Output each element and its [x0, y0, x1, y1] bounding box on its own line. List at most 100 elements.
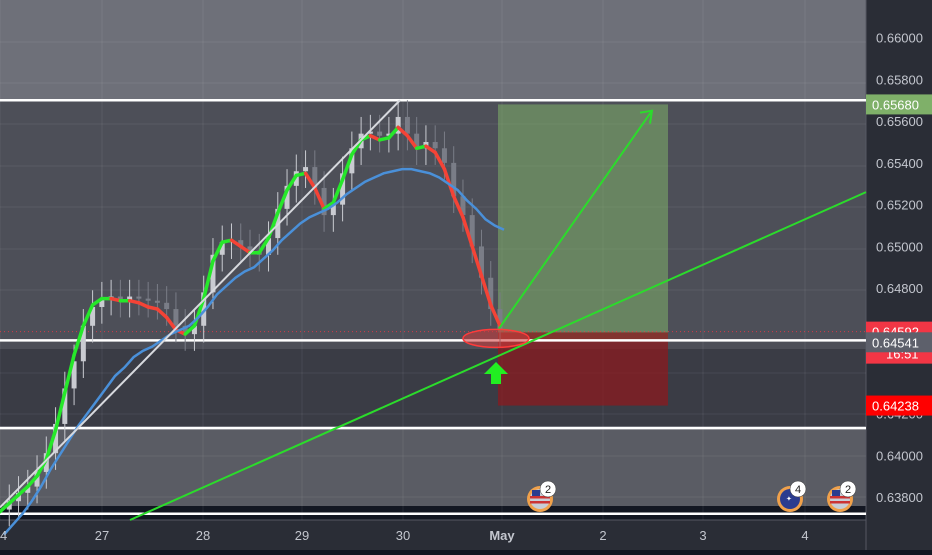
time-tick-label: May [489, 528, 515, 543]
price-badge-label: 0.64541 [872, 335, 919, 350]
fast-ma-segment [7, 493, 21, 506]
fast-ma-segment [63, 353, 76, 395]
price-axis-panel [866, 0, 932, 550]
event-marker[interactable]: ✦4 [777, 480, 807, 512]
fast-ma-segment [470, 244, 484, 278]
fast-ma-segment [303, 171, 317, 190]
time-tick-label: 29 [295, 528, 309, 543]
fast-ma-segment [396, 125, 410, 138]
fast-ma-segment [405, 133, 419, 151]
candle-body [71, 361, 77, 389]
flag-stripe [530, 501, 550, 504]
fast-ma-segment [479, 273, 493, 307]
time-axis: 24 27 28 29 30 May 2 3 4 [0, 528, 809, 543]
fast-ma-segment [164, 315, 178, 332]
fast-ma-segment [313, 186, 326, 211]
candle-body [238, 240, 244, 247]
fast-ma-segment [229, 238, 243, 249]
time-tick-label: 4 [801, 528, 808, 543]
grid [0, 0, 866, 520]
fast-ma-segment [331, 177, 345, 205]
candle-body [210, 254, 216, 293]
slow-ma-line [3, 167, 505, 536]
fast-ma-segment [53, 390, 67, 432]
candle-body [247, 246, 253, 251]
flag-canton [532, 490, 540, 496]
fast-ma-segment [183, 324, 197, 336]
event-marker[interactable]: 2 [527, 480, 557, 512]
price-tick-label: 0.65600 [876, 114, 923, 129]
candle-body [441, 148, 447, 163]
price-tick-label: 0.65800 [876, 72, 923, 87]
candle-body [404, 116, 410, 134]
candle-body [284, 185, 290, 209]
event-markers[interactable]: 2 ✦4 2 [527, 480, 857, 512]
price-tick-label: 0.64000 [876, 448, 923, 463]
event-count: 4 [795, 484, 801, 496]
candle-body [173, 309, 179, 326]
price-badge-bg [866, 94, 932, 115]
candle-body [127, 296, 133, 301]
time-tick-label: 27 [95, 528, 109, 543]
fast-ma-segment [257, 236, 271, 255]
zone-upper [0, 0, 866, 101]
event-count: 2 [545, 484, 551, 496]
candle-body [330, 204, 336, 216]
candle-body [219, 242, 225, 255]
candle-body [62, 388, 68, 424]
price-series [6, 100, 503, 527]
price-badge: 0.65680 [866, 94, 932, 115]
candle-body [469, 215, 475, 247]
candle-body [414, 133, 420, 149]
up-arrow-icon [484, 362, 508, 384]
candle-body [136, 296, 142, 299]
candle-body [478, 246, 484, 278]
candle-body [386, 133, 392, 136]
fast-ma-segment [461, 215, 474, 249]
time-tick-label: 3 [699, 528, 706, 543]
candle-body [432, 142, 438, 149]
trendlines [0, 99, 867, 521]
price-badge: 0.64238 [866, 395, 932, 416]
trade-position [498, 104, 668, 406]
target-arrowhead [639, 109, 654, 124]
fast-ma-segment [451, 194, 465, 219]
candle-body [80, 325, 86, 362]
candle-body [266, 238, 272, 255]
candle-body [53, 423, 59, 454]
fast-ma-segment [0, 501, 12, 514]
price-badge-bg [866, 395, 932, 416]
event-marker[interactable]: 2 [827, 480, 857, 512]
event-count-bubble [789, 480, 807, 498]
event-count-bubble [539, 480, 557, 498]
take-profit-zone [498, 104, 668, 341]
price-tick-label: 0.64800 [876, 281, 923, 296]
fast-ma-segment [155, 307, 169, 320]
flag-stripe [830, 501, 850, 504]
candle-body [201, 292, 207, 326]
fast-ma-segment [322, 200, 336, 211]
candle-body [191, 325, 197, 335]
candle-body [349, 148, 355, 174]
price-badge-label: 0.64238 [872, 399, 919, 414]
fast-ma-segment [285, 173, 299, 192]
zone-bottom [0, 426, 866, 506]
candle-body [303, 167, 309, 172]
fast-ma-segment [90, 296, 104, 307]
entry-markers [462, 328, 530, 384]
fast-ma-segment [387, 125, 400, 140]
stop-loss-zone [498, 332, 668, 406]
fast-ma-segment [81, 303, 95, 328]
time-tick-label: 24 [0, 528, 7, 543]
trendline-3 [497, 110, 653, 331]
candle-body [34, 471, 40, 487]
candle-body [460, 196, 466, 216]
candle-body [377, 131, 383, 136]
candle-body [164, 302, 170, 310]
event-count-bubble [839, 480, 857, 498]
candle-body [182, 325, 188, 335]
candle-body [25, 486, 31, 493]
fast-ma-segment [276, 188, 289, 215]
